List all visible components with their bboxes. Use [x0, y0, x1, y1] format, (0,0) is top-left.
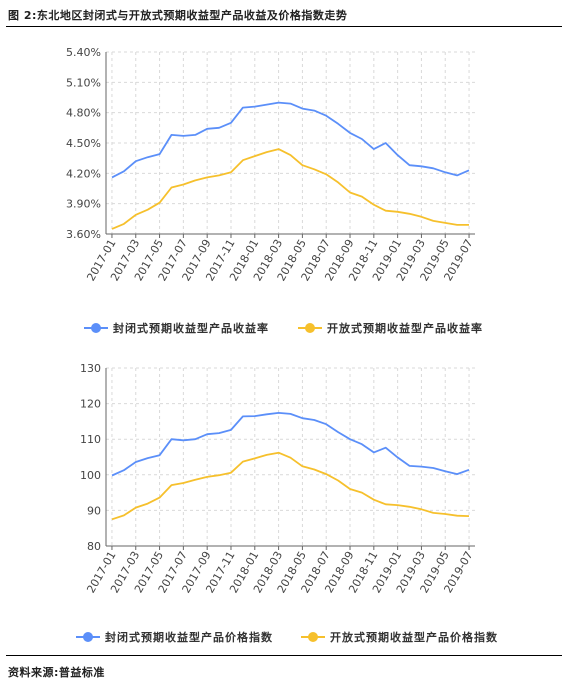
- y-tick-label: 130: [80, 362, 101, 375]
- legend-marker: [83, 632, 93, 642]
- series-line-1: [111, 101, 470, 179]
- bottom-rule: [6, 655, 562, 656]
- legend-marker: [308, 632, 318, 642]
- y-tick-label: 4.80%: [66, 107, 101, 120]
- legend-label: 开放式预期收益型产品收益率: [327, 321, 483, 335]
- series-line-2: [111, 451, 470, 521]
- chart-2: 80901001101201302017-012017-032017-05201…: [76, 362, 498, 644]
- legend-item-2: 开放式预期收益型产品价格指数: [301, 630, 498, 644]
- legend-item-2: 开放式预期收益型产品收益率: [298, 321, 483, 335]
- y-tick-label: 80: [87, 540, 101, 553]
- y-tick-label: 5.40%: [66, 46, 101, 59]
- chart-1: 3.60%3.90%4.20%4.50%4.80%5.10%5.40%2017-…: [66, 46, 483, 335]
- legend-label: 封闭式预期收益型产品价格指数: [105, 630, 273, 644]
- y-tick-label: 3.60%: [66, 228, 101, 241]
- top-rule: [6, 26, 562, 27]
- figure-caption: 图 2:东北地区封闭式与开放式预期收益型产品收益及价格指数走势: [8, 9, 348, 22]
- legend-item-1: 封闭式预期收益型产品价格指数: [76, 630, 273, 644]
- y-tick-label: 110: [80, 433, 101, 446]
- legend-label: 开放式预期收益型产品价格指数: [330, 630, 498, 644]
- series-line-2: [111, 148, 469, 230]
- legend-label: 封闭式预期收益型产品收益率: [113, 321, 269, 335]
- legend-marker: [305, 323, 315, 333]
- legend-marker: [91, 323, 101, 333]
- y-tick-label: 3.90%: [66, 198, 101, 211]
- y-tick-label: 120: [80, 398, 101, 411]
- y-tick-label: 90: [87, 504, 101, 517]
- source-note: 资料来源:普益标准: [8, 666, 105, 679]
- legend-item-1: 封闭式预期收益型产品收益率: [84, 321, 269, 335]
- y-tick-label: 4.20%: [66, 167, 101, 180]
- y-tick-label: 5.10%: [66, 76, 101, 89]
- y-tick-label: 4.50%: [66, 137, 101, 150]
- series-line-1: [111, 411, 470, 477]
- y-tick-label: 100: [80, 469, 101, 482]
